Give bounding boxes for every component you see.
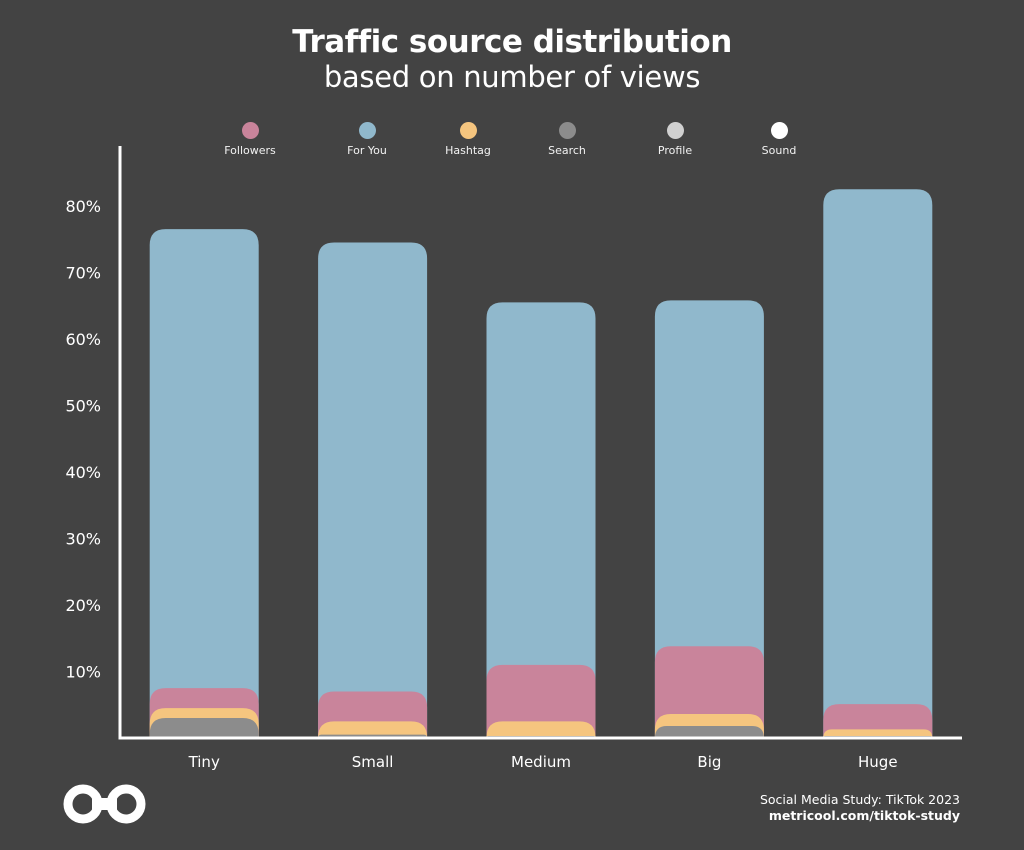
- footer-url: metricool.com/tiktok-study: [768, 808, 960, 823]
- bar-big-for-you: [654, 300, 764, 738]
- y-tick-label: 20%: [65, 596, 101, 615]
- bar-huge-for-you: [823, 189, 933, 738]
- bar-medium-followers: [486, 664, 596, 738]
- legend-swatch-followers: [241, 122, 259, 139]
- y-tick-label: 50%: [65, 396, 101, 415]
- legend-item-hashtag: Hashtag: [413, 122, 523, 157]
- x-tick-label: Tiny: [188, 753, 220, 771]
- legend-label-followers: Followers: [224, 144, 276, 157]
- y-tick-label: 30%: [65, 529, 101, 548]
- y-tick-label: 80%: [65, 197, 101, 216]
- infinity-logo-icon: [63, 784, 146, 824]
- bar-tiny-for-you: [149, 229, 259, 739]
- legend-swatch-sound: [770, 122, 788, 139]
- legend-label-search: Search: [548, 144, 586, 157]
- legend-swatch-hashtag: [459, 122, 477, 139]
- footer-source: Social Media Study: TikTok 2023: [759, 792, 960, 807]
- bar-big-search: [654, 726, 764, 738]
- y-tick-label: 60%: [65, 330, 101, 349]
- bar-small-hashtag: [318, 721, 428, 738]
- legend-item-search: Search: [512, 122, 622, 157]
- x-tick-label: Small: [352, 753, 394, 771]
- legend-swatch-for-you: [358, 122, 376, 139]
- legend-label-profile: Profile: [657, 144, 693, 157]
- legend-item-followers: Followers: [195, 122, 305, 157]
- legend-item-profile: Profile: [620, 122, 730, 157]
- metricool-logo: [62, 784, 148, 828]
- legend-label-sound: Sound: [761, 144, 797, 157]
- bar-tiny-search: [149, 718, 259, 738]
- legend-label-for-you: For You: [347, 144, 387, 157]
- bar-medium-hashtag: [486, 721, 596, 738]
- x-tick-label: Huge: [858, 753, 898, 771]
- legend-swatch-search: [558, 122, 576, 139]
- chart-title: Traffic source distribution: [292, 24, 732, 60]
- y-tick-label: 10%: [65, 662, 101, 681]
- x-tick-label: Medium: [511, 753, 571, 771]
- legend-item-for-you: For You: [312, 122, 422, 157]
- bar-medium-for-you: [486, 302, 596, 738]
- x-tick-label: Big: [697, 753, 721, 771]
- bar-huge-hashtag: [823, 729, 933, 738]
- y-tick-label: 40%: [65, 463, 101, 482]
- legend-swatch-profile: [666, 122, 684, 139]
- bar-small-for-you: [318, 242, 428, 738]
- legend-label-hashtag: Hashtag: [445, 144, 491, 157]
- y-tick-label: 70%: [65, 263, 101, 282]
- legend-item-sound: Sound: [724, 122, 834, 157]
- chart-subtitle: based on number of views: [323, 60, 701, 94]
